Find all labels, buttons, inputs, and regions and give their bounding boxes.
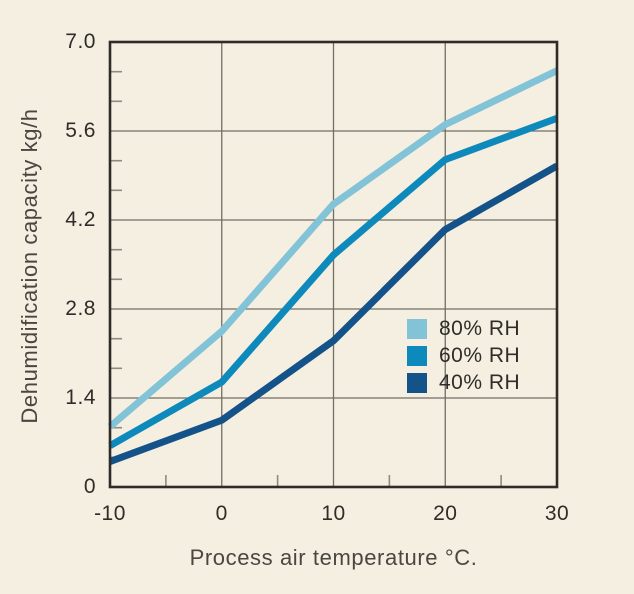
x-tick-label: -10 — [94, 502, 126, 525]
legend-swatch-40-rh — [407, 373, 427, 393]
x-tick-label: 0 — [215, 502, 228, 525]
legend-swatch-60-rh — [407, 346, 427, 366]
y-tick-label: 4.2 — [65, 208, 96, 231]
x-axis-title: Process air temperature °C. — [189, 545, 478, 570]
y-tick-label: 1.4 — [65, 386, 96, 409]
legend-item-60-rh: 60% RH — [407, 344, 521, 367]
series-line-80-rh — [107, 67, 559, 430]
x-tick-label: 20 — [433, 502, 458, 525]
y-tick-label: 7.0 — [65, 30, 96, 53]
legend-label-80-rh: 80% RH — [439, 317, 521, 340]
legend-label-60-rh: 60% RH — [439, 344, 521, 367]
x-tick-label: 10 — [321, 502, 346, 525]
y-tick-label: 5.6 — [65, 119, 96, 142]
x-tick-label: 30 — [544, 502, 570, 525]
series-line-40-rh — [108, 162, 559, 465]
legend-item-40-rh: 40% RH — [407, 371, 521, 394]
series-line-60-rh — [108, 115, 559, 449]
legend-swatch-80-rh — [407, 319, 427, 339]
legend-label-40-rh: 40% RH — [439, 371, 521, 394]
legend-item-80-rh: 80% RH — [407, 317, 521, 340]
y-tick-label: 0 — [83, 475, 96, 498]
legend: 80% RH 60% RH 40% RH — [407, 317, 521, 400]
axis-border — [108, 40, 559, 489]
y-tick-label: 2.8 — [65, 297, 96, 320]
